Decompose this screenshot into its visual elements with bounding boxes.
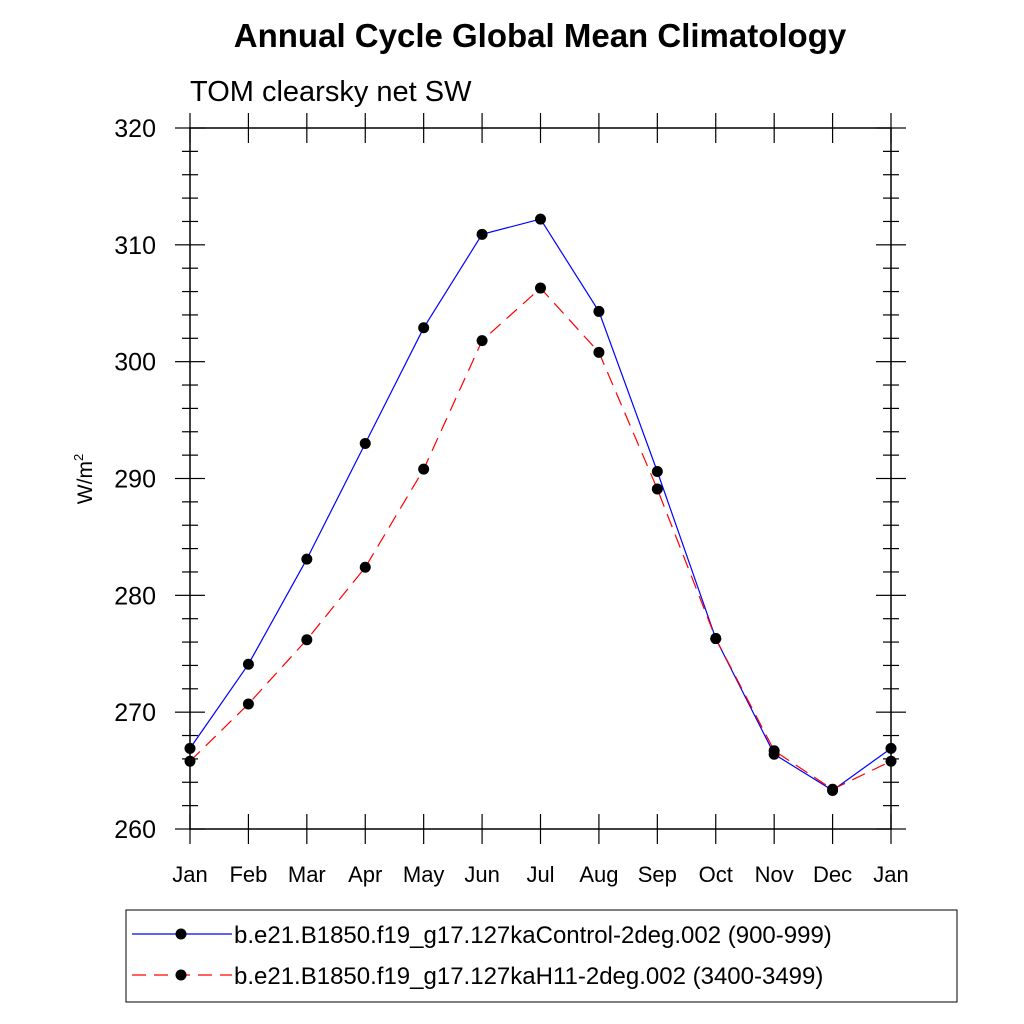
data-point-series-0 — [242, 658, 254, 670]
data-point-series-1 — [768, 745, 780, 757]
x-tick-label: Mar — [288, 862, 326, 887]
data-point-series-1 — [301, 634, 313, 646]
legend: b.e21.B1850.f19_g17.127kaControl-2deg.00… — [132, 922, 832, 990]
data-point-series-1 — [710, 633, 722, 645]
y-tick-labels: 260 270 280 290 300 310 320 — [114, 115, 156, 844]
data-point-series-1 — [827, 783, 839, 795]
data-point-series-1 — [651, 483, 663, 495]
x-tick-label: Apr — [348, 862, 382, 887]
data-point-series-0 — [476, 228, 488, 240]
data-point-series-0 — [418, 322, 430, 334]
legend-marker-0 — [175, 928, 187, 940]
data-point-series-1 — [476, 335, 488, 347]
series-line-1 — [189, 287, 892, 790]
series-line-0 — [189, 218, 892, 792]
legend-label: b.e21.B1850.f19_g17.127kaControl-2deg.00… — [234, 922, 832, 949]
legend-label: b.e21.B1850.f19_g17.127kaH11-2deg.002 (3… — [234, 963, 823, 990]
legend-box — [125, 909, 958, 1003]
legend-marker-1 — [175, 969, 187, 981]
data-point-series-1 — [593, 346, 605, 358]
data-point-series-0 — [651, 465, 663, 477]
y-tick-label: 270 — [114, 699, 156, 727]
x-tick-label: Jan — [172, 862, 207, 887]
data-point-series-1 — [418, 463, 430, 475]
data-point-series-1 — [359, 561, 371, 573]
data-point-series-0 — [593, 305, 605, 317]
data-point-series-0 — [885, 742, 897, 754]
x-tick-label: Nov — [755, 862, 794, 887]
x-tick-label: Jan — [873, 862, 908, 887]
x-tick-labels: Jan Feb Mar Apr May Jun Jul Aug Sep Oct Nov Dec Jan — [172, 862, 908, 887]
data-point-series-0 — [184, 742, 196, 754]
plot-frame — [189, 127, 892, 830]
y-tick-label: 320 — [114, 115, 156, 143]
x-tick-label: Aug — [579, 862, 618, 887]
y-axis-label-superscript: 2 — [71, 454, 86, 461]
data-point-series-1 — [184, 755, 196, 767]
chart-subtitle: TOM clearsky net SW — [190, 76, 472, 108]
y-tick-label: 280 — [114, 582, 156, 610]
y-tick-label: 290 — [114, 466, 156, 494]
series-group — [184, 213, 897, 796]
x-tick-label: Jun — [464, 862, 499, 887]
data-point-series-1 — [885, 755, 897, 767]
x-tick-label: May — [403, 862, 445, 887]
y-axis-label-base: W/m — [74, 461, 97, 504]
data-point-series-0 — [535, 213, 546, 225]
data-point-series-0 — [359, 437, 371, 449]
data-point-series-1 — [535, 282, 546, 294]
x-tick-label: Dec — [813, 862, 852, 887]
y-tick-label: 300 — [114, 349, 156, 377]
chart-title: Annual Cycle Global Mean Climatology — [234, 17, 847, 54]
x-tick-label: Jul — [526, 862, 554, 887]
y-tick-label: 310 — [114, 232, 156, 260]
x-tick-label: Feb — [229, 862, 267, 887]
x-tick-label: Sep — [638, 862, 677, 887]
data-point-series-0 — [301, 553, 313, 565]
x-tick-label: Oct — [699, 862, 733, 887]
y-axis-label: W/m2 — [71, 454, 97, 504]
y-tick-label: 260 — [114, 816, 156, 844]
data-point-series-1 — [242, 698, 254, 710]
